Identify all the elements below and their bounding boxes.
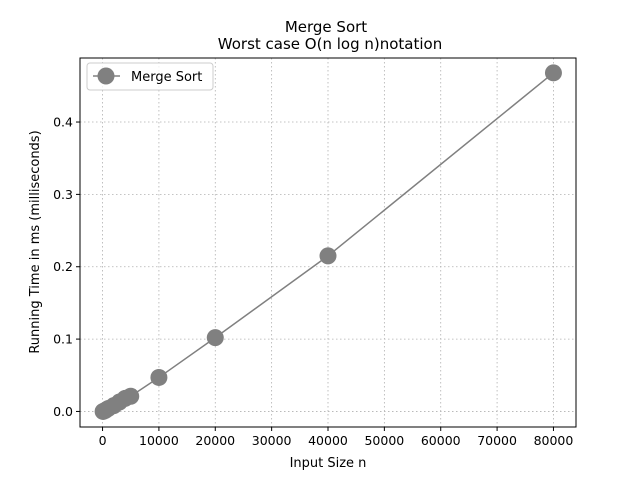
y-axis-ticks: 0.0 0.1 0.2 0.3 0.4: [53, 115, 80, 419]
x-tick-label: 20000: [195, 433, 235, 448]
chart-title: Merge Sort: [285, 18, 367, 36]
x-tick-label: 30000: [252, 433, 292, 448]
data-point: [319, 247, 337, 265]
series-layer: [94, 64, 562, 420]
x-tick-label: 70000: [477, 433, 517, 448]
y-tick-label: 0.1: [53, 332, 73, 347]
x-tick-label: 40000: [308, 433, 348, 448]
y-tick-label: 0.3: [53, 187, 73, 202]
y-tick-label: 0.4: [53, 115, 73, 130]
data-point: [150, 368, 168, 386]
data-point: [206, 329, 224, 347]
data-point: [544, 64, 562, 82]
y-tick-label: 0.0: [53, 404, 73, 419]
x-axis-ticks: 0 10000 20000 30000 40000 50000 60000 70000 8000…: [99, 427, 574, 448]
x-tick-label: 80000: [534, 433, 574, 448]
legend-marker-sample: [97, 67, 115, 85]
data-point: [122, 387, 140, 405]
chart-subtitle: Worst case O(n log n)notation: [218, 35, 442, 53]
legend: Merge Sort: [86, 62, 214, 91]
y-tick-label: 0.2: [53, 259, 73, 274]
legend-box: [86, 62, 214, 91]
legend-label: Merge Sort: [131, 70, 202, 85]
x-tick-label: 60000: [421, 433, 461, 448]
x-axis-label: Input Size n: [290, 456, 367, 471]
y-axis-label: Running Time in ms (milliseconds): [28, 130, 43, 353]
x-tick-label: 0: [99, 433, 107, 448]
x-tick-label: 10000: [139, 433, 179, 448]
grid-lines: [80, 58, 576, 427]
x-tick-label: 50000: [364, 433, 404, 448]
